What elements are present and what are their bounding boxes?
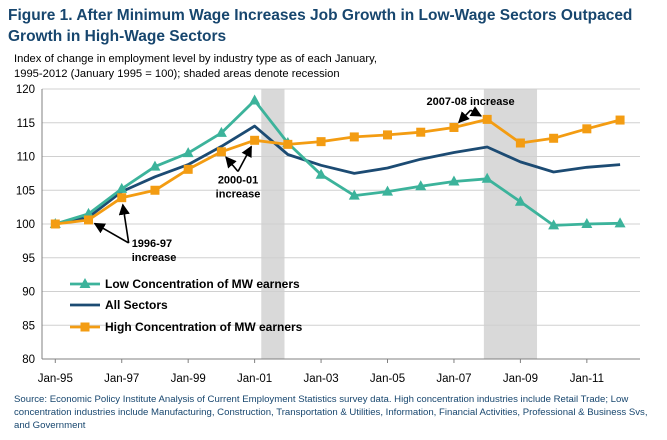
annotation-arrow xyxy=(93,222,130,244)
annotation-line: 1996-97 xyxy=(132,238,172,250)
legend-label-high: High Concentration of MW earners xyxy=(105,320,303,334)
subtitle-line-2: 1995-2012 (January 1995 = 100); shaded a… xyxy=(14,68,340,80)
data-point-low xyxy=(215,126,227,137)
data-point-low xyxy=(315,168,327,179)
data-point-high xyxy=(250,135,260,145)
annotation-arrow xyxy=(118,203,130,244)
annotation-label-2: 2000-01 increase xyxy=(216,175,261,201)
data-point-low xyxy=(481,172,493,183)
y-tick-label: 115 xyxy=(17,118,35,130)
annotation-line: increase xyxy=(132,252,177,264)
x-tick-label: Jan-05 xyxy=(370,373,405,385)
data-point-low xyxy=(415,180,427,191)
legend-label-low: Low Concentration of MW earners xyxy=(105,277,300,291)
annotation-arrow xyxy=(237,145,253,172)
data-point-low xyxy=(448,175,460,186)
annotation-arrow xyxy=(458,109,472,124)
data-point-low xyxy=(548,219,560,230)
y-tick-label: 90 xyxy=(22,287,35,299)
x-tick-label: Jan-03 xyxy=(303,373,338,385)
data-point-low xyxy=(83,207,95,218)
x-tick-label: Jan-09 xyxy=(503,373,538,385)
y-tick-label: 110 xyxy=(17,152,35,164)
data-point-low xyxy=(249,94,261,105)
x-tick-label: Jan-99 xyxy=(171,373,206,385)
y-tick-label: 95 xyxy=(22,253,35,265)
annotation-label-1: 1996-97 increase xyxy=(132,238,177,264)
annotation-line: increase xyxy=(216,189,261,201)
data-point-high xyxy=(216,147,226,157)
subtitle-line-1: Index of change in employment level by i… xyxy=(14,53,377,65)
legend-label-all: All Sectors xyxy=(105,298,168,312)
source-note: Source: Economic Policy Institute Analys… xyxy=(14,394,648,431)
annotation-arrow xyxy=(225,156,239,173)
data-point-low xyxy=(116,182,128,193)
data-point-high xyxy=(515,138,525,148)
annotations-group: 1996-97 increase 2000-01 increase 2007-08 in… xyxy=(93,96,515,264)
data-point-high xyxy=(150,185,160,195)
data-point-low xyxy=(382,185,394,196)
y-tick-label: 100 xyxy=(16,219,35,231)
annotation-arrow xyxy=(469,106,483,117)
data-point-low xyxy=(149,160,161,171)
y-tick-label: 80 xyxy=(22,354,35,366)
y-tick-label: 105 xyxy=(16,185,35,197)
gridlines-group xyxy=(42,88,640,326)
x-tick-label: Jan-95 xyxy=(38,373,73,385)
data-point-high xyxy=(383,130,393,140)
legend-marker-low xyxy=(79,278,91,288)
data-point-high xyxy=(582,124,592,134)
data-point-high xyxy=(349,132,359,142)
annotation-line: 2007-08 increase xyxy=(427,96,515,108)
data-point-high xyxy=(482,114,492,124)
x-tick-label: Jan-07 xyxy=(436,373,471,385)
legend-marker-high xyxy=(80,322,90,332)
data-point-high xyxy=(117,193,127,203)
axes-group: 80 85 90 95 100 105 110 115 120 Jan-95 Jan-97 Jan-9… xyxy=(16,84,640,385)
series-group xyxy=(49,94,626,230)
data-point-low xyxy=(614,217,626,228)
data-point-high xyxy=(50,219,60,229)
series-line-all xyxy=(55,124,621,226)
annotation-line: 2000-01 xyxy=(218,175,258,187)
data-point-high xyxy=(615,115,625,125)
data-point-low xyxy=(182,147,194,158)
x-tick-label: Jan-11 xyxy=(570,373,604,385)
data-point-high xyxy=(416,127,426,137)
legend-group: Low Concentration of MW earners All Secto… xyxy=(70,277,303,334)
series-line-high xyxy=(55,118,621,226)
data-point-low xyxy=(581,218,593,228)
data-point-high xyxy=(549,133,559,143)
x-tick-label: Jan-01 xyxy=(237,373,272,385)
annotation-label-3: 2007-08 increase xyxy=(427,96,515,108)
data-point-high xyxy=(283,139,293,149)
data-point-low xyxy=(348,189,360,200)
data-point-high xyxy=(183,164,193,174)
data-point-low xyxy=(514,195,526,206)
chart-subtitle: Index of change in employment level by i… xyxy=(14,52,654,82)
y-tick-label: 85 xyxy=(22,320,35,332)
series-line-low xyxy=(54,99,621,227)
data-point-high xyxy=(84,215,94,225)
data-point-high xyxy=(316,137,326,147)
chart-title: Figure 1. After Minimum Wage Increases J… xyxy=(8,7,633,45)
x-tick-label: Jan-97 xyxy=(104,373,139,385)
y-tick-label: 120 xyxy=(16,84,35,96)
data-point-high xyxy=(449,122,459,132)
